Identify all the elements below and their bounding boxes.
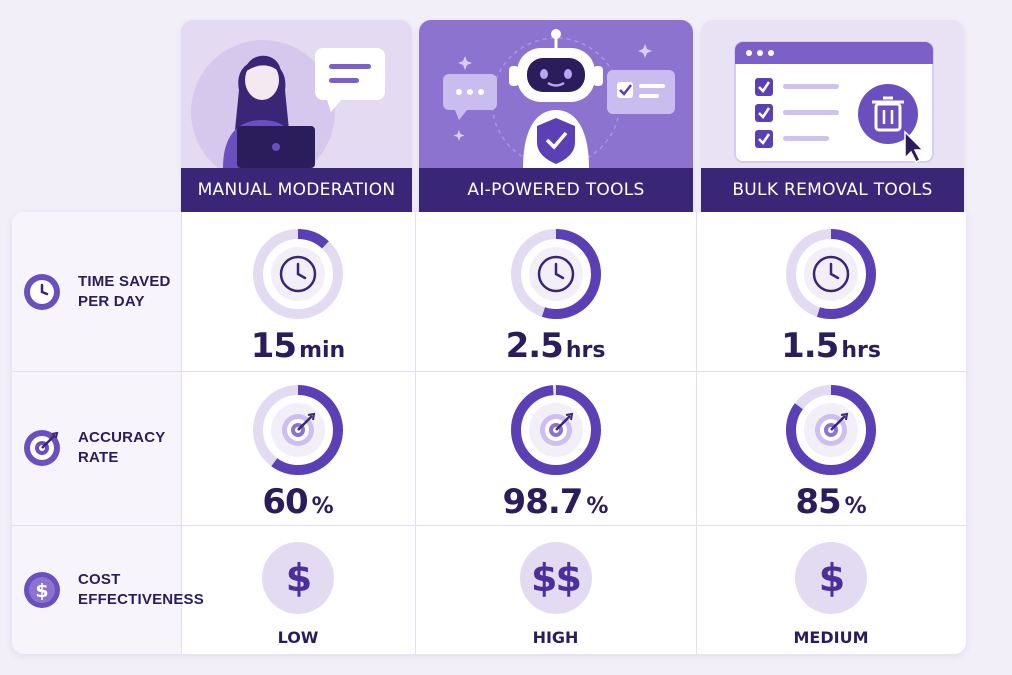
row-label-text: ACCURACY RATE: [78, 429, 166, 466]
time-saved-bulk: 1.5 hrs: [696, 226, 966, 366]
row-label-text: TIME SAVED PER DAY: [78, 272, 171, 310]
cost-label: HIGH: [532, 628, 579, 647]
woman-laptop-illustration: [191, 40, 385, 168]
column-title: AI-POWERED TOOLS: [419, 168, 693, 212]
progress-ring: [786, 385, 876, 475]
row-label-cost: $ COST EFFECTIVENESS: [12, 525, 204, 654]
target-icon: [539, 412, 573, 446]
progress-ring: [510, 385, 601, 475]
dollar-icon: $: [262, 542, 334, 614]
cost-ai: $$ HIGH: [415, 542, 696, 647]
robot-shield-illustration: [443, 29, 675, 168]
column-divider: [415, 212, 416, 654]
metric-unit: hrs: [565, 338, 606, 363]
row-label-text: COST EFFECTIVENESS: [78, 570, 204, 608]
metric-number: 85: [795, 482, 841, 522]
time-saved-value: 1.5 hrs: [781, 326, 881, 366]
metric-number: 15: [250, 326, 297, 366]
column-header-bulk: BULK REMOVAL TOOLS: [701, 20, 964, 212]
ring-progress: [253, 385, 343, 475]
ring-progress: [786, 229, 876, 319]
clock-icon: [537, 255, 574, 293]
metric-number: 98.7: [502, 482, 584, 522]
row-divider: [12, 371, 966, 372]
time-saved-value: 2.5 hrs: [506, 326, 606, 366]
ring-progress: [253, 229, 343, 319]
metric-unit: %: [311, 494, 334, 519]
accuracy-value: 85%: [795, 482, 866, 522]
metric-number: 2.5: [505, 326, 564, 366]
column-header-manual: MANUAL MODERATION: [181, 20, 412, 212]
checklist-trash-illustration: [734, 41, 934, 164]
ring-progress: [510, 385, 601, 475]
accuracy-ai: 98.7%: [415, 382, 696, 522]
dollar-icon: $: [795, 542, 867, 614]
metric-number: 60: [262, 482, 308, 522]
progress-ring: [253, 229, 343, 319]
cost-manual: $ LOW: [181, 542, 415, 647]
target-icon: [282, 412, 316, 446]
accuracy-value: 98.7%: [503, 482, 609, 522]
ring-progress: [786, 385, 876, 475]
column-title: BULK REMOVAL TOOLS: [701, 168, 964, 212]
row-divider: [12, 525, 966, 526]
clock-icon: [24, 273, 60, 310]
column-header-ai: AI-POWERED TOOLS: [419, 20, 693, 212]
metric-number: 1.5: [781, 326, 839, 366]
target-icon: [815, 412, 849, 446]
accuracy-manual: 60%: [181, 382, 415, 522]
time-saved-ai: 2.5 hrs: [415, 226, 696, 366]
svg-text:$: $: [35, 580, 48, 602]
accuracy-bulk: 85%: [696, 382, 966, 522]
clock-icon: [812, 255, 850, 293]
cost-label: MEDIUM: [793, 628, 869, 647]
column-divider: [181, 212, 182, 654]
target-icon: [24, 430, 60, 466]
metric-unit: min: [299, 338, 346, 363]
cost-label: LOW: [277, 628, 319, 647]
column-title: MANUAL MODERATION: [181, 168, 412, 212]
time-saved-manual: 15 min: [181, 226, 415, 366]
progress-ring: [786, 229, 876, 319]
dollar-icon: $: [24, 571, 60, 608]
progress-ring: [510, 229, 601, 319]
row-label-accuracy: ACCURACY RATE: [12, 371, 181, 525]
ring-progress: [510, 229, 601, 319]
cost-bulk: $ MEDIUM: [696, 542, 966, 647]
metric-unit: %: [844, 494, 867, 519]
metric-unit: hrs: [841, 338, 881, 363]
dollar-icon: $$: [519, 542, 592, 614]
row-label-time-saved: TIME SAVED PER DAY: [12, 212, 181, 371]
progress-ring: [253, 385, 343, 475]
time-saved-value: 15 min: [251, 326, 345, 366]
metric-unit: %: [586, 494, 609, 519]
column-divider: [696, 212, 697, 654]
accuracy-value: 60%: [262, 482, 333, 522]
comparison-table: TIME SAVED PER DAY ACCURACY RATE $ COST …: [12, 212, 966, 654]
clock-icon: [279, 255, 317, 293]
